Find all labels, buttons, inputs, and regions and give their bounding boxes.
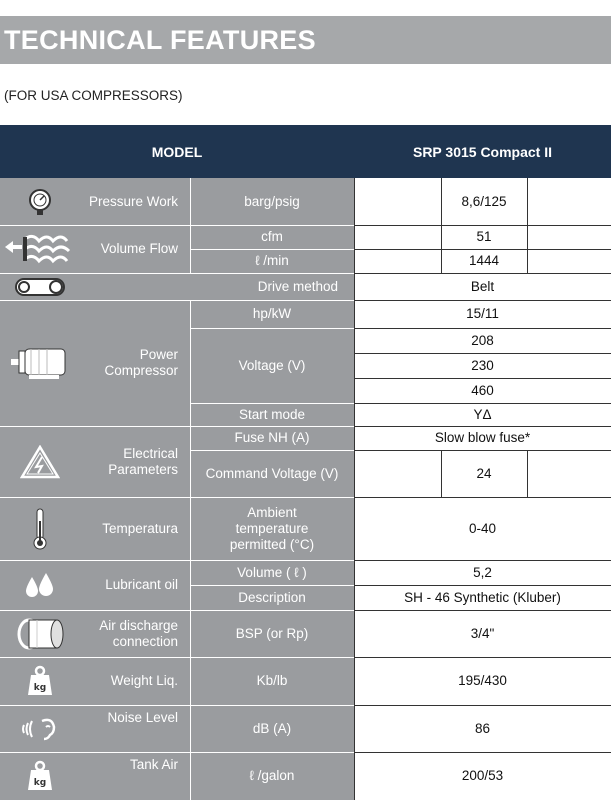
temperature-value: 0-40 [354,497,611,560]
tank-category: Tank Air [80,752,190,800]
electrical-unit-cmd: Command Voltage (V) [190,450,354,497]
model-name-header: SRP 3015 Compact II [354,125,611,178]
lubricant-value-desc: SH - 46 Synthetic (Kluber) [354,585,611,610]
weight-unit: Kb/lb [190,657,354,705]
air-discharge-category: Air discharge connection [80,610,190,657]
drive-icon-cell [0,273,80,300]
air-discharge-value: 3/4" [354,610,611,657]
electrical-value-cmd: 24 [441,450,527,497]
thermometer-icon [33,508,47,549]
volume-unit-cfm: cfm [190,225,354,249]
voltage-value: 230 [354,353,611,378]
weight-icon: kg [28,665,52,695]
pressure-value: 8,6/125 [441,178,527,225]
oil-drops-icon [26,573,53,597]
noise-unit: dB (A) [190,705,354,752]
electrical-icon-cell [0,426,80,497]
tank-unit: ℓ /galon [190,752,354,800]
lubricant-value-volume: 5,2 [354,560,611,585]
power-unit-start: Start mode [190,403,354,426]
power-unit-hp: hp/kW [190,300,354,328]
temperature-icon-cell [0,497,80,560]
air-discharge-icon-cell [0,610,80,657]
voltage-value: 460 [354,378,611,403]
model-header: MODEL [0,125,354,178]
volume-icon-cell [0,225,80,273]
weight-value: 195/430 [354,657,611,705]
weight-category: Weight Liq. [80,657,190,705]
power-category: Power Compressor [80,300,190,426]
volume-value-lmin: 1444 [441,249,527,273]
pressure-icon-cell [0,178,80,225]
drive-label: Drive method [80,273,354,300]
lubricant-icon-cell [0,560,80,610]
title-banner: TECHNICAL FEATURES [0,16,611,64]
electrical-unit-fuse: Fuse NH (A) [190,426,354,450]
svg-text:kg: kg [34,778,46,788]
page-title: TECHNICAL FEATURES [4,25,316,55]
volume-value-cfm: 51 [441,225,527,249]
page-subtitle: (FOR USA COMPRESSORS) [4,88,183,103]
electrical-category: Electrical Parameters [80,426,190,497]
air-flow-icon [5,234,71,264]
tank-weight-icon: kg [28,760,52,790]
noise-icon-cell [0,705,80,752]
pressure-gauge-icon [29,188,51,215]
lubricant-category: Lubricant oil [80,560,190,610]
volume-unit-lmin: ℓ /min [190,249,354,273]
weight-icon-cell: kg [0,657,80,705]
pressure-category: Pressure Work [80,178,190,225]
pressure-unit: barg/psig [190,178,354,225]
air-discharge-unit: BSP (or Rp) [190,610,354,657]
lubricant-unit-volume: Volume ( ℓ ) [190,560,354,585]
lubricant-unit-desc: Description [190,585,354,610]
power-unit-voltage: Voltage (V) [190,328,354,403]
voltage-value: 208 [354,328,611,353]
temperature-unit: Ambient temperature permitted (°C) [190,497,354,560]
electrical-warning-icon [20,444,60,478]
tank-value: 200/53 [354,752,611,800]
motor-icon [11,348,66,379]
electrical-value-fuse: Slow blow fuse* [354,426,611,450]
tank-icon-cell: kg [0,752,80,800]
power-value-hp: 15/11 [354,300,611,328]
volume-category: Volume Flow [80,225,190,273]
power-icon-cell [0,300,80,426]
noise-level-icon [22,718,56,740]
drive-value: Belt [354,273,611,300]
svg-text:kg: kg [34,683,46,693]
temperature-category: Temperatura [80,497,190,560]
pipe-connection-icon [17,618,64,649]
noise-category: Noise Level [80,705,190,752]
power-value-start: YΔ [354,403,611,426]
noise-value: 86 [354,705,611,752]
belt-drive-icon [15,277,65,296]
technical-features-table: MODEL SRP 3015 Compact II Pressure Work … [0,125,611,800]
